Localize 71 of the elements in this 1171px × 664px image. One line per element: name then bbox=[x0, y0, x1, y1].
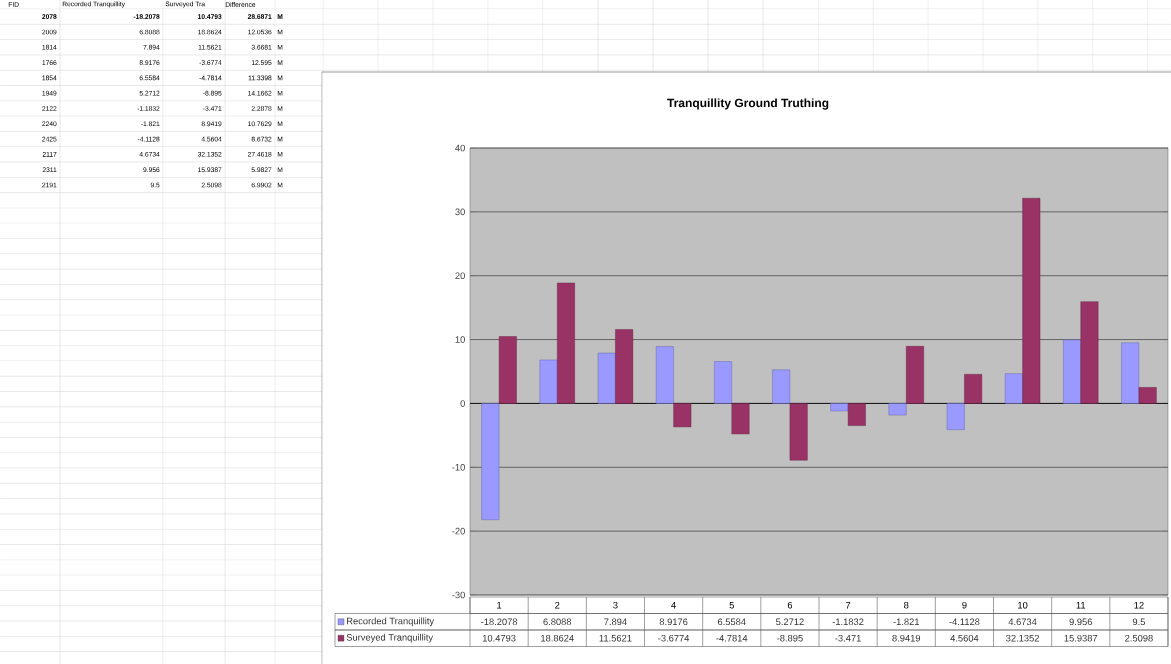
data-label: -1.1832 bbox=[832, 618, 864, 626]
bar bbox=[481, 403, 500, 520]
bar bbox=[597, 352, 616, 404]
bar bbox=[498, 336, 517, 404]
legend-label: Surveyed Tranquillity bbox=[346, 633, 434, 643]
bar bbox=[1121, 342, 1140, 404]
data-label: 7.894 bbox=[604, 618, 627, 626]
data-label: 9.956 bbox=[1069, 618, 1092, 626]
y-tick-label: 30 bbox=[455, 208, 465, 216]
bar bbox=[1063, 339, 1081, 404]
data-label: 8.9419 bbox=[892, 634, 921, 642]
x-tick-label: 4 bbox=[671, 601, 676, 609]
chart-title: Tranquillity Ground Truthing bbox=[667, 98, 829, 110]
data-label: 2.5098 bbox=[1125, 634, 1153, 642]
data-label: 11.5621 bbox=[599, 634, 632, 642]
bar bbox=[714, 361, 732, 404]
bar bbox=[964, 374, 983, 404]
y-tick-label: -20 bbox=[452, 527, 465, 535]
data-label: 5.2712 bbox=[776, 618, 804, 626]
y-tick-label: 10 bbox=[455, 336, 465, 343]
bar bbox=[946, 403, 965, 430]
bar bbox=[615, 329, 634, 404]
data-label: 4.5604 bbox=[950, 634, 979, 642]
bar bbox=[673, 403, 692, 428]
data-label: -3.471 bbox=[835, 634, 861, 642]
bar bbox=[1080, 301, 1099, 404]
x-tick-label: 1 bbox=[497, 601, 502, 609]
x-tick-label: 8 bbox=[904, 601, 909, 609]
y-tick-label: 40 bbox=[455, 144, 465, 152]
bar bbox=[789, 403, 808, 461]
bar bbox=[1138, 387, 1157, 404]
bar bbox=[847, 403, 866, 426]
data-label: -1.821 bbox=[893, 618, 920, 626]
bar bbox=[906, 346, 924, 404]
data-label: 10.4793 bbox=[482, 634, 516, 642]
data-label: 9.5 bbox=[1132, 618, 1146, 626]
bar bbox=[539, 359, 558, 404]
y-tick-label: 20 bbox=[455, 272, 465, 280]
bar bbox=[1022, 198, 1041, 404]
data-label: 4.6734 bbox=[1008, 618, 1037, 626]
data-label: 15.9387 bbox=[1064, 634, 1098, 642]
data-label: 18.8624 bbox=[541, 634, 574, 642]
data-label: 8.9176 bbox=[659, 618, 688, 626]
y-tick-label: -30 bbox=[452, 591, 465, 599]
data-label: -18.2078 bbox=[481, 618, 518, 626]
data-label: -4.1128 bbox=[949, 618, 980, 626]
bar bbox=[772, 369, 791, 404]
data-label: -4.7814 bbox=[716, 634, 748, 642]
y-tick-label: -10 bbox=[452, 463, 465, 471]
x-tick-label: 10 bbox=[1018, 601, 1028, 609]
bar bbox=[830, 403, 849, 412]
x-tick-label: 5 bbox=[729, 601, 734, 609]
x-tick-label: 3 bbox=[613, 601, 618, 609]
legend-label: Recorded Tranquillity bbox=[347, 617, 435, 627]
data-label: 6.5584 bbox=[717, 618, 746, 626]
data-label: 6.8088 bbox=[543, 618, 572, 626]
y-tick-label: 0 bbox=[460, 400, 465, 407]
bar bbox=[888, 403, 907, 416]
bar bbox=[1004, 373, 1023, 404]
x-tick-label: 2 bbox=[555, 601, 560, 609]
x-tick-label: 6 bbox=[787, 601, 793, 609]
bar bbox=[731, 403, 750, 435]
x-tick-label: 7 bbox=[845, 601, 851, 609]
data-label: -3.6774 bbox=[658, 634, 690, 642]
data-label: 32.1352 bbox=[1006, 634, 1039, 642]
bar bbox=[557, 282, 575, 404]
bar bbox=[655, 346, 674, 404]
x-tick-label: 12 bbox=[1134, 601, 1144, 609]
x-tick-label: 11 bbox=[1076, 601, 1086, 609]
data-label: -8.895 bbox=[777, 634, 803, 642]
x-tick-label: 9 bbox=[962, 601, 967, 609]
